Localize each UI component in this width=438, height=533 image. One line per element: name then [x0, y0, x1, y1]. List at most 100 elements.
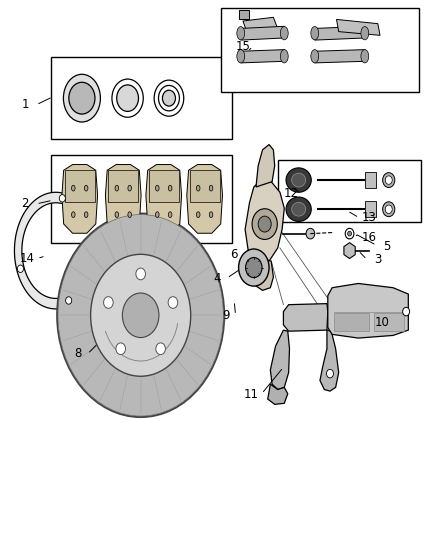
Ellipse shape: [57, 214, 224, 417]
Ellipse shape: [237, 27, 245, 40]
Ellipse shape: [348, 231, 352, 236]
Polygon shape: [320, 330, 339, 391]
Polygon shape: [315, 50, 365, 63]
Ellipse shape: [306, 228, 315, 239]
Ellipse shape: [196, 212, 200, 217]
Ellipse shape: [209, 212, 213, 217]
FancyBboxPatch shape: [51, 57, 232, 139]
Ellipse shape: [136, 268, 145, 280]
Polygon shape: [243, 17, 278, 33]
Ellipse shape: [292, 203, 306, 216]
Text: 8: 8: [74, 348, 81, 360]
Ellipse shape: [159, 85, 180, 111]
Ellipse shape: [155, 212, 159, 217]
Ellipse shape: [385, 176, 392, 184]
Ellipse shape: [18, 265, 24, 272]
Ellipse shape: [286, 168, 311, 192]
Ellipse shape: [239, 249, 269, 286]
Polygon shape: [328, 284, 408, 338]
Text: 16: 16: [362, 231, 377, 244]
Polygon shape: [146, 165, 182, 233]
Ellipse shape: [64, 74, 100, 122]
FancyBboxPatch shape: [108, 170, 138, 203]
Ellipse shape: [403, 308, 410, 316]
Ellipse shape: [156, 343, 166, 354]
Ellipse shape: [117, 85, 138, 111]
FancyBboxPatch shape: [149, 170, 179, 203]
Ellipse shape: [103, 297, 113, 308]
Ellipse shape: [116, 343, 126, 354]
Ellipse shape: [237, 50, 245, 63]
Text: 12: 12: [283, 187, 298, 200]
Polygon shape: [344, 243, 355, 259]
Ellipse shape: [246, 257, 262, 278]
FancyBboxPatch shape: [51, 155, 232, 243]
Polygon shape: [270, 330, 290, 390]
Ellipse shape: [311, 27, 319, 40]
Polygon shape: [241, 26, 284, 40]
Polygon shape: [283, 304, 328, 331]
Ellipse shape: [91, 254, 191, 376]
Ellipse shape: [385, 205, 392, 214]
Ellipse shape: [71, 185, 75, 191]
Ellipse shape: [361, 27, 369, 40]
Ellipse shape: [128, 212, 131, 217]
Ellipse shape: [292, 173, 306, 187]
Ellipse shape: [58, 215, 223, 416]
Ellipse shape: [280, 50, 288, 63]
Text: 4: 4: [213, 272, 221, 285]
FancyBboxPatch shape: [365, 201, 376, 217]
Ellipse shape: [69, 82, 95, 114]
Ellipse shape: [122, 293, 159, 337]
Ellipse shape: [66, 297, 72, 304]
Ellipse shape: [85, 185, 88, 191]
Ellipse shape: [155, 185, 159, 191]
FancyBboxPatch shape: [374, 313, 404, 331]
Text: 14: 14: [20, 252, 35, 265]
Ellipse shape: [112, 79, 143, 117]
FancyBboxPatch shape: [190, 170, 219, 203]
Text: 13: 13: [362, 211, 377, 224]
Text: 3: 3: [374, 253, 381, 266]
Text: 5: 5: [383, 240, 390, 253]
Ellipse shape: [345, 228, 354, 239]
Ellipse shape: [258, 216, 271, 232]
FancyBboxPatch shape: [239, 10, 250, 19]
Ellipse shape: [168, 212, 172, 217]
FancyBboxPatch shape: [278, 160, 421, 222]
Ellipse shape: [168, 185, 172, 191]
PathPatch shape: [14, 192, 95, 309]
Ellipse shape: [252, 209, 277, 239]
Ellipse shape: [361, 50, 369, 63]
Ellipse shape: [280, 27, 288, 40]
Ellipse shape: [286, 197, 311, 221]
Ellipse shape: [85, 212, 88, 217]
Polygon shape: [62, 165, 98, 233]
Ellipse shape: [383, 173, 395, 188]
Polygon shape: [315, 26, 365, 40]
Ellipse shape: [168, 297, 178, 308]
Polygon shape: [241, 50, 284, 63]
Ellipse shape: [59, 195, 65, 202]
Ellipse shape: [196, 185, 200, 191]
Text: 10: 10: [375, 316, 390, 329]
Polygon shape: [245, 179, 284, 264]
Text: 6: 6: [230, 248, 238, 261]
Polygon shape: [187, 165, 223, 233]
FancyBboxPatch shape: [365, 172, 376, 188]
Ellipse shape: [383, 202, 395, 216]
FancyBboxPatch shape: [221, 8, 419, 92]
Ellipse shape: [115, 185, 119, 191]
Ellipse shape: [209, 185, 213, 191]
FancyBboxPatch shape: [334, 313, 369, 331]
Polygon shape: [106, 165, 141, 233]
Ellipse shape: [71, 212, 75, 217]
Polygon shape: [252, 256, 273, 290]
Text: 9: 9: [222, 309, 229, 322]
Ellipse shape: [311, 50, 319, 63]
Ellipse shape: [162, 90, 176, 106]
Ellipse shape: [154, 80, 184, 116]
Polygon shape: [268, 384, 288, 405]
Ellipse shape: [115, 212, 119, 217]
Text: 2: 2: [21, 197, 29, 211]
